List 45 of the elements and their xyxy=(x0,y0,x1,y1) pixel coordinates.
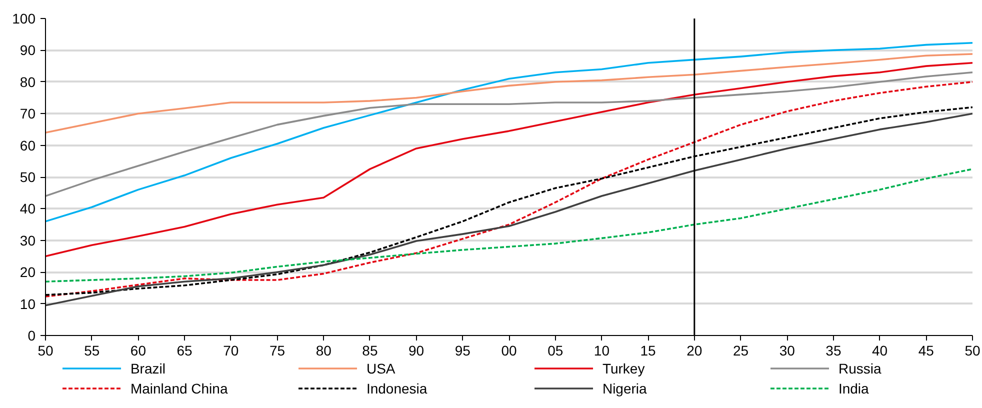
x-tick-label: 40 xyxy=(872,342,888,358)
legend-label: USA xyxy=(366,360,396,376)
line-series xyxy=(46,42,972,222)
x-tick-label: 50 xyxy=(964,342,980,358)
x-tick-label: 80 xyxy=(316,342,332,358)
x-tick-label: 55 xyxy=(84,342,100,358)
legend-label: Brazil xyxy=(130,360,166,376)
x-tick-label: 25 xyxy=(732,342,749,358)
y-tick-label: 40 xyxy=(20,200,36,217)
y-tick-label: 30 xyxy=(20,232,36,248)
x-tick-label: 05 xyxy=(548,342,564,358)
y-tick-label: 80 xyxy=(20,74,36,90)
legend-label: Mainland China xyxy=(130,380,228,396)
x-tick-label: 85 xyxy=(362,342,378,358)
legend-label: Nigeria xyxy=(602,380,648,396)
x-tick-label: 45 xyxy=(918,342,934,358)
y-tick-label: 0 xyxy=(28,328,36,344)
x-tick-label: 75 xyxy=(269,342,286,358)
y-tick-label: 50 xyxy=(20,169,36,185)
line-series xyxy=(46,62,972,258)
x-tick-label: 10 xyxy=(594,342,610,358)
x-tick-label: 20 xyxy=(686,342,702,358)
x-tick-label: 95 xyxy=(454,342,471,358)
legend-label: Russia xyxy=(838,360,882,376)
y-tick-label: 100 xyxy=(12,10,36,26)
x-tick-label: 70 xyxy=(223,342,239,358)
y-tick-label: 60 xyxy=(20,137,36,154)
x-tick-label: 30 xyxy=(779,342,796,358)
legend-label: Turkey xyxy=(602,360,645,376)
y-tick-label: 90 xyxy=(20,42,36,58)
y-tick-label: 20 xyxy=(20,264,36,280)
line-series xyxy=(46,168,972,283)
line-series xyxy=(46,53,972,134)
x-tick-label: 00 xyxy=(501,342,517,358)
line-series xyxy=(46,71,972,197)
x-tick-label: 60 xyxy=(130,342,146,358)
y-tick-label: 10 xyxy=(20,296,36,312)
x-tick-label: 90 xyxy=(408,342,424,358)
x-tick-label: 50 xyxy=(38,342,54,358)
x-tick-label: 65 xyxy=(176,342,193,358)
x-tick-label: 35 xyxy=(826,342,842,358)
y-tick-label: 70 xyxy=(20,106,36,122)
x-tick-label: 15 xyxy=(640,342,656,358)
legend-label: India xyxy=(838,380,870,396)
legend-label: Indonesia xyxy=(366,380,428,396)
